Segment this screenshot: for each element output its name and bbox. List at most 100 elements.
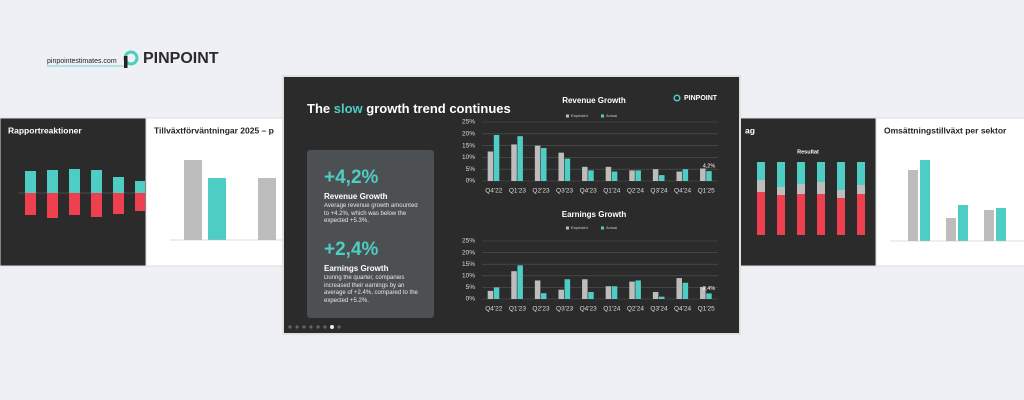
y-tick-label: 0% bbox=[466, 178, 476, 185]
bar bbox=[582, 166, 588, 181]
x-tick-label: Q3'23 bbox=[556, 306, 574, 313]
bar bbox=[652, 169, 659, 181]
y-tick-label: 20% bbox=[462, 249, 475, 256]
y-tick-label: 5% bbox=[466, 166, 476, 173]
x-tick-label: Q1'24 bbox=[603, 306, 621, 313]
bar bbox=[564, 158, 571, 181]
y-tick-label: 10% bbox=[462, 154, 475, 161]
kpi-card bbox=[307, 150, 434, 318]
legend-label: Actual bbox=[606, 113, 617, 118]
y-tick-label: 20% bbox=[462, 131, 475, 138]
bar bbox=[706, 293, 712, 299]
y-tick-label: 0% bbox=[466, 296, 476, 303]
bar bbox=[700, 168, 706, 181]
slide-brand: PINPOINT bbox=[684, 95, 718, 102]
thumb-decoration bbox=[18, 169, 145, 218]
y-tick-label: 15% bbox=[462, 261, 475, 268]
chart-title: Revenue Growth bbox=[562, 96, 626, 105]
bar bbox=[676, 171, 682, 181]
thumb-decoration bbox=[890, 160, 1024, 242]
kpi-value: +2,4% bbox=[324, 239, 379, 260]
bar bbox=[611, 171, 618, 181]
bar bbox=[517, 265, 523, 299]
bar bbox=[605, 286, 612, 299]
title-part: The bbox=[307, 101, 330, 116]
y-tick-label: 25% bbox=[462, 119, 475, 126]
x-tick-label: Q4'23 bbox=[580, 306, 598, 313]
legend-label: Expected bbox=[571, 225, 588, 230]
slide-title: ag bbox=[745, 125, 755, 135]
bar bbox=[558, 152, 564, 181]
slide-title: Tillväxtförväntningar 2025 – p bbox=[154, 125, 274, 135]
bar bbox=[605, 166, 612, 181]
y-tick-label: 15% bbox=[462, 142, 475, 149]
bar bbox=[659, 296, 665, 299]
x-tick-label: Q2'24 bbox=[627, 306, 645, 313]
logo-icon bbox=[123, 50, 139, 68]
bar bbox=[534, 280, 541, 299]
slide-thumb[interactable] bbox=[875, 117, 1024, 267]
slide-nav[interactable] bbox=[288, 325, 341, 329]
x-tick-label: Q1'23 bbox=[509, 188, 527, 195]
bar bbox=[588, 170, 594, 181]
y-tick-label: 25% bbox=[462, 238, 475, 245]
bar bbox=[611, 286, 618, 299]
legend-label: Actual bbox=[606, 225, 617, 230]
chart-title: Earnings Growth bbox=[562, 210, 627, 219]
slide-logo bbox=[673, 94, 681, 102]
bar bbox=[706, 171, 712, 181]
bar bbox=[582, 279, 588, 299]
x-tick-label: Q2'23 bbox=[532, 306, 550, 313]
bar bbox=[541, 293, 547, 299]
slide-subtitle: Resultat bbox=[797, 149, 819, 155]
bar bbox=[659, 175, 665, 181]
site-link[interactable]: pinpointestimates.com bbox=[47, 58, 117, 65]
kpi-text-box: Average revenue growth amounted to +4.2%… bbox=[324, 203, 418, 224]
kpi-text: Average revenue growth amounted to +4.2%… bbox=[324, 203, 418, 224]
bar bbox=[682, 282, 689, 299]
x-tick-label: Q2'23 bbox=[532, 188, 550, 195]
bar bbox=[588, 292, 594, 299]
x-tick-label: Q2'24 bbox=[627, 188, 645, 195]
bar bbox=[629, 281, 635, 299]
y-tick-label: 10% bbox=[462, 273, 475, 280]
legend-label: Expected bbox=[571, 113, 588, 118]
bar bbox=[635, 280, 641, 299]
value-label: 2,4% bbox=[703, 286, 716, 292]
slide-title: Rapportreaktioner bbox=[8, 125, 82, 135]
title-highlight: slow bbox=[334, 101, 364, 116]
bar bbox=[629, 170, 635, 181]
bar bbox=[652, 292, 659, 299]
bar bbox=[511, 271, 517, 299]
bar bbox=[558, 289, 564, 299]
x-tick-label: Q1'25 bbox=[698, 188, 716, 195]
bar bbox=[517, 136, 523, 181]
x-tick-label: Q1'24 bbox=[603, 188, 621, 195]
legend-swatch bbox=[601, 114, 604, 118]
bar bbox=[493, 287, 500, 299]
x-tick-label: Q3'24 bbox=[650, 188, 668, 195]
bar bbox=[511, 144, 517, 181]
bar bbox=[534, 145, 541, 181]
kpi-text-box: During the quarter, companies increased … bbox=[324, 275, 418, 304]
kpi-label: Revenue Growth bbox=[324, 192, 388, 201]
brand: PINPOINT bbox=[143, 50, 219, 67]
x-tick-label: Q4'24 bbox=[674, 188, 692, 195]
x-tick-label: Q4'22 bbox=[485, 188, 503, 195]
bar bbox=[682, 169, 689, 181]
bar bbox=[700, 286, 706, 299]
kpi-label: Earnings Growth bbox=[324, 264, 389, 273]
x-tick-label: Q3'24 bbox=[650, 306, 668, 313]
bar bbox=[564, 279, 571, 299]
bar bbox=[493, 134, 500, 181]
x-tick-label: Q3'23 bbox=[556, 188, 574, 195]
title-part: growth trend continues bbox=[366, 101, 510, 116]
kpi-value: +4,2% bbox=[324, 167, 379, 188]
x-tick-label: Q4'23 bbox=[580, 188, 598, 195]
slide-title: The slow growth trend continues bbox=[307, 101, 511, 116]
bar bbox=[487, 290, 494, 299]
bar bbox=[487, 151, 494, 181]
legend-swatch bbox=[601, 226, 604, 230]
